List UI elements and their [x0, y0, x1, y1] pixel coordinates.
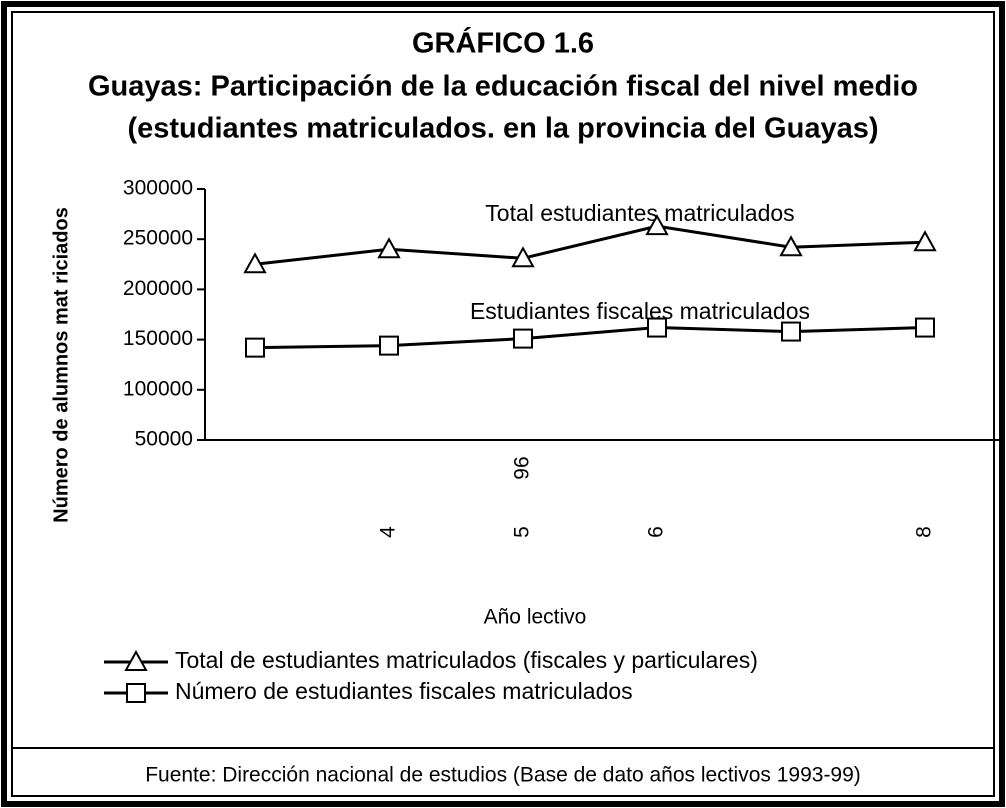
series-line — [254, 224, 926, 266]
data-point — [647, 317, 667, 338]
data-point — [377, 237, 401, 259]
y-tick-label: 100000 — [123, 377, 193, 400]
y-tick-label: 250000 — [123, 227, 193, 250]
data-point — [245, 337, 265, 358]
legend-label: Número de estudiantes fiscales matricula… — [175, 678, 633, 704]
y-tick-label: 150000 — [123, 327, 193, 350]
data-point — [645, 214, 669, 236]
legend-marker — [126, 683, 146, 703]
data-point — [915, 317, 935, 338]
data-point — [511, 246, 535, 268]
data-point — [781, 321, 801, 342]
chart-title: GRÁFICO 1.6 — [412, 26, 594, 60]
data-point — [779, 235, 803, 257]
x-axis-label: Año lectivo — [484, 606, 587, 629]
data-point — [243, 252, 267, 274]
x-tick-label: 96 — [511, 456, 534, 479]
x-tick-label: 8 — [913, 526, 936, 538]
x-tick-label: 4 — [377, 526, 400, 538]
x-tick-label: 5 — [511, 526, 534, 538]
x-tick-label: 6 — [645, 526, 668, 538]
legend-label: Total de estudiantes matriculados (fisca… — [175, 647, 758, 673]
chart-subtitle: Guayas: Participación de la educación fi… — [88, 71, 918, 103]
chart-subtitle: (estudiantes matriculados. en la provinc… — [127, 113, 878, 145]
y-axis-label: Número de alumnos mat riciados — [50, 207, 72, 523]
y-tick-label: 300000 — [123, 177, 193, 200]
source-note: Fuente: Dirección nacional de estudios (… — [145, 764, 861, 787]
data-point — [513, 328, 533, 349]
y-tick-label: 50000 — [135, 428, 193, 451]
series-line — [254, 326, 926, 350]
annotation: Estudiantes fiscales matriculados — [470, 298, 810, 324]
annotation: Total estudiantes matriculados — [485, 200, 794, 226]
data-point — [379, 335, 399, 356]
data-point — [913, 230, 937, 252]
legend-marker — [124, 649, 148, 671]
y-tick-label: 200000 — [123, 277, 193, 300]
inner-frame — [11, 11, 995, 797]
